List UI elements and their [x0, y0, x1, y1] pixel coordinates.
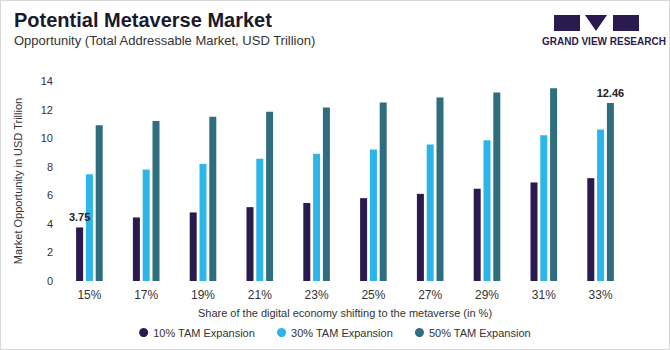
svg-text:33%: 33%	[589, 288, 613, 302]
svg-text:4: 4	[47, 218, 53, 230]
svg-text:10% TAM Expansion: 10% TAM Expansion	[153, 327, 255, 339]
svg-text:14: 14	[41, 75, 53, 87]
svg-text:27%: 27%	[418, 288, 442, 302]
svg-text:10: 10	[41, 132, 53, 144]
svg-text:Potential Metaverse Market: Potential Metaverse Market	[14, 9, 272, 31]
svg-text:Share of the digital economy s: Share of the digital economy shifting to…	[198, 307, 492, 319]
svg-text:30% TAM Expansion: 30% TAM Expansion	[291, 327, 393, 339]
svg-text:0: 0	[47, 275, 53, 287]
svg-text:2: 2	[47, 246, 53, 258]
svg-text:Market Opportunity in USD Tril: Market Opportunity in USD Trillion	[12, 98, 24, 264]
svg-text:50% TAM Expansion: 50% TAM Expansion	[429, 327, 531, 339]
svg-text:29%: 29%	[475, 288, 499, 302]
svg-text:21%: 21%	[248, 288, 272, 302]
svg-text:12.46: 12.46	[597, 87, 625, 99]
svg-text:31%: 31%	[532, 288, 556, 302]
svg-text:19%: 19%	[191, 288, 215, 302]
svg-text:8: 8	[47, 161, 53, 173]
svg-text:6: 6	[47, 189, 53, 201]
svg-text:3.75: 3.75	[69, 211, 90, 223]
svg-text:23%: 23%	[305, 288, 329, 302]
svg-text:15%: 15%	[77, 288, 101, 302]
svg-text:12: 12	[41, 104, 53, 116]
svg-text:Opportunity (Total Addressable: Opportunity (Total Addressable Market, U…	[14, 33, 315, 48]
svg-text:17%: 17%	[134, 288, 158, 302]
svg-text:GRAND VIEW RESEARCH: GRAND VIEW RESEARCH	[542, 36, 666, 47]
svg-text:25%: 25%	[361, 288, 385, 302]
